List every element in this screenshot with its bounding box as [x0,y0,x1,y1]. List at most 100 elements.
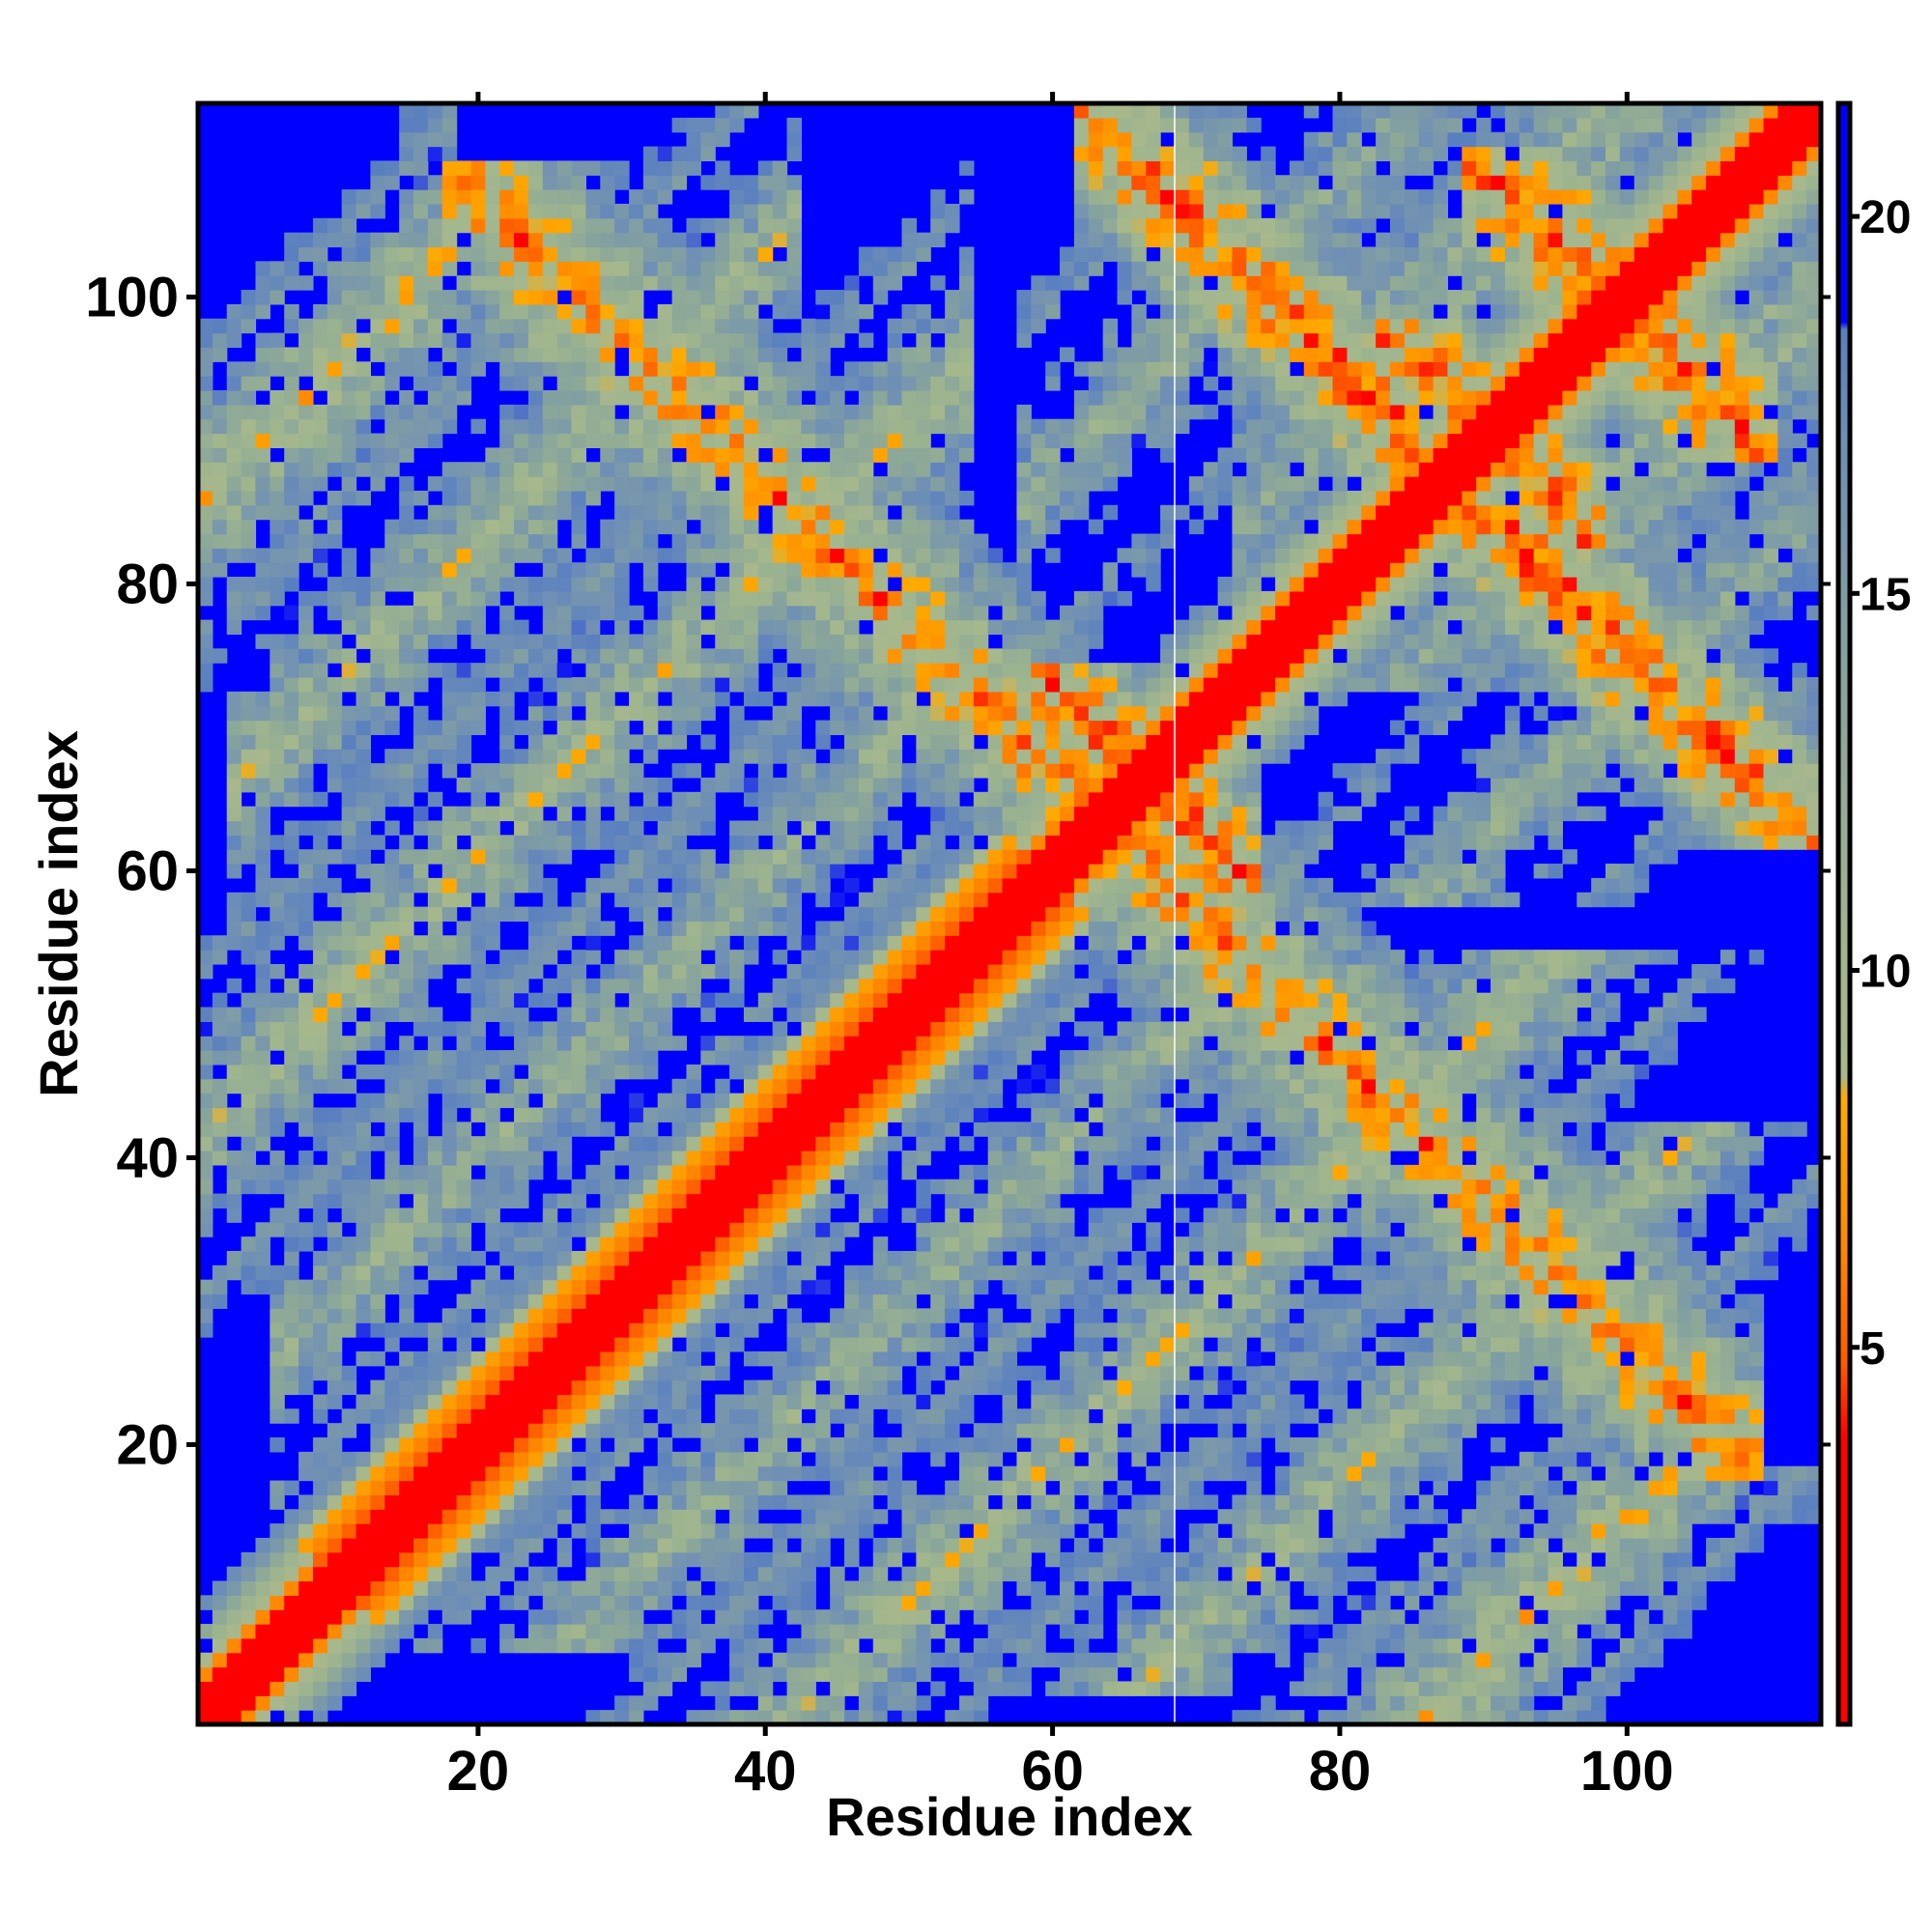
heatmap-cell [801,978,816,994]
heatmap-cell [255,1624,270,1639]
heatmap-cell [485,777,500,793]
heatmap-cell [858,1666,874,1683]
heatmap-cell [341,1308,357,1323]
heatmap-cell [671,849,688,865]
heatmap-cell [413,577,429,592]
heatmap-cell [743,935,759,951]
heatmap-cell [872,634,889,649]
heatmap-cell [399,447,414,463]
heatmap-cell [514,203,529,219]
heatmap-cell [341,1036,357,1051]
heatmap-cell [772,835,788,850]
heatmap-cell [413,261,429,276]
heatmap-cell [1031,1580,1046,1596]
heatmap-cell [930,1580,946,1596]
heatmap-cell [284,548,299,563]
heatmap-cell [945,864,960,879]
heatmap-cell [686,720,701,735]
heatmap-cell [945,577,960,592]
heatmap-cell [514,533,529,549]
heatmap-cell [642,1107,659,1122]
heatmap-cell [456,519,472,535]
heatmap-cell [872,1710,889,1725]
heatmap-cell [757,1036,774,1051]
heatmap-cell [642,791,659,808]
heatmap-cell [958,777,975,793]
heatmap-cell [341,676,357,693]
heatmap-cell [671,160,688,176]
heatmap-cell [815,1322,831,1338]
heatmap-cell [270,418,285,435]
heatmap-cell [916,1036,931,1051]
heatmap-cell [456,619,472,636]
heatmap-cell [844,619,860,636]
heatmap-cell [571,246,587,262]
heatmap-cell [657,175,673,190]
heatmap-cell [399,1451,414,1467]
heatmap-cell [284,1666,299,1683]
heatmap-cell [600,1624,615,1639]
heatmap-cell [700,864,716,879]
heatmap-cell [312,433,328,448]
heatmap-cell [700,921,716,936]
heatmap-cell [642,877,659,894]
heatmap-cell [241,361,257,377]
heatmap-cell [527,1494,544,1510]
heatmap-cell [686,160,701,176]
heatmap-cell [801,1423,816,1438]
heatmap-cell [686,1637,701,1654]
heatmap-cell [844,1093,860,1109]
heatmap-cell [1016,1093,1032,1109]
heatmap-cell [958,1595,975,1610]
heatmap-cell [671,376,688,391]
heatmap-cell [729,1164,745,1180]
heatmap-cell [743,676,759,693]
heatmap-cell [600,1250,615,1266]
heatmap-cell [499,777,515,793]
heatmap-cell [973,1264,989,1281]
heatmap-cell [1016,763,1032,779]
heatmap-cell [284,777,299,793]
heatmap-cell [427,1236,443,1252]
heatmap-cell [958,562,975,578]
heatmap-cell [614,791,630,808]
heatmap-cell [399,864,414,879]
heatmap-cell [901,849,917,865]
heatmap-cell [700,418,716,435]
heatmap-cell [729,1494,745,1510]
heatmap-cell [830,791,845,808]
heatmap-cell [399,577,414,592]
heatmap-cell [987,1451,1004,1467]
heatmap-cell [527,490,544,506]
heatmap-cell [686,1093,701,1109]
heatmap-cell [686,950,701,965]
heatmap-cell [542,1624,558,1639]
heatmap-cell [341,1624,357,1639]
heatmap-cell [312,1394,328,1409]
heatmap-cell [686,1580,701,1596]
heatmap-cell [384,1379,400,1396]
heatmap-cell [585,1179,601,1195]
heatmap-cell [542,404,558,420]
heatmap-cell [556,921,573,936]
heatmap-cell [671,1293,688,1309]
heatmap-cell [830,303,845,320]
heatmap-cell [916,232,931,248]
heatmap-cell [657,590,673,607]
heatmap-cell [700,1107,716,1122]
heatmap-cell [456,246,472,262]
heatmap-cell [355,1136,372,1151]
heatmap-cell [341,1078,357,1094]
heatmap-cell [729,303,745,320]
heatmap-cell [212,1122,228,1137]
heatmap-cell [642,232,659,248]
heatmap-cell [844,1710,860,1725]
heatmap-cell [556,691,573,707]
heatmap-cell [786,1064,803,1080]
heatmap-cell [514,1494,529,1510]
heatmap-cell [413,978,429,994]
heatmap-cell [1002,1437,1018,1453]
heatmap-cell [945,462,960,477]
heatmap-cell [384,619,400,636]
heatmap-cell [284,791,299,808]
